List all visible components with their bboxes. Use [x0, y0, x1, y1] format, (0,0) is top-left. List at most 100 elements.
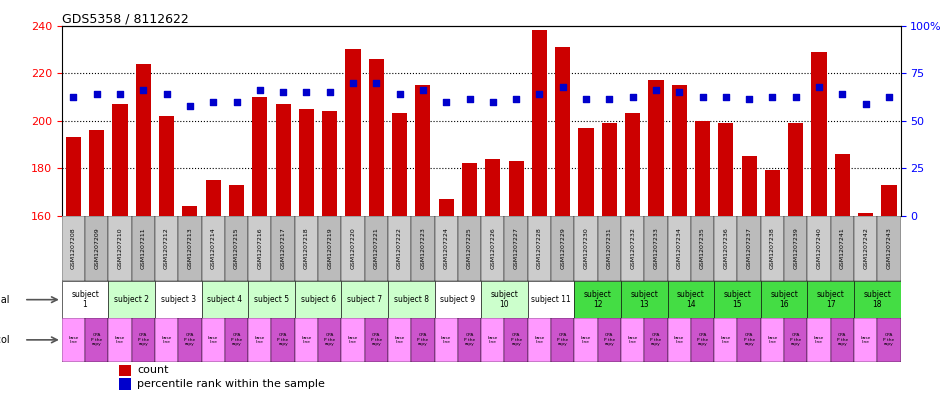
Bar [272, 318, 294, 362]
Bar [808, 318, 830, 362]
Bar [668, 216, 691, 281]
Text: GSM1207208: GSM1207208 [71, 228, 76, 269]
Text: CPA
P the
rapy: CPA P the rapy [324, 333, 335, 347]
Bar [388, 216, 411, 281]
Bar [86, 318, 108, 362]
Text: GSM1207237: GSM1207237 [747, 228, 751, 270]
Bar [434, 281, 481, 318]
Text: subject 2: subject 2 [114, 295, 149, 304]
Bar [248, 216, 272, 281]
Bar [89, 130, 104, 216]
Text: base
line: base line [68, 336, 79, 344]
Text: subject
1: subject 1 [71, 290, 99, 309]
Bar [318, 318, 341, 362]
Bar [253, 97, 267, 216]
Bar [504, 318, 528, 362]
Text: CPA
P the
rapy: CPA P the rapy [464, 333, 475, 347]
Text: base
line: base line [674, 336, 684, 344]
Bar [182, 206, 198, 216]
Text: subject 4: subject 4 [207, 295, 242, 304]
Bar [434, 216, 458, 281]
Text: protocol: protocol [0, 335, 10, 345]
Point [532, 91, 547, 97]
Bar [248, 318, 272, 362]
Point [648, 86, 663, 93]
Text: GSM1207227: GSM1207227 [514, 228, 519, 270]
Bar [784, 216, 808, 281]
Text: GSM1207222: GSM1207222 [397, 228, 402, 270]
Text: individual: individual [0, 295, 10, 305]
Text: base
line: base line [768, 336, 778, 344]
Point [742, 96, 757, 102]
Bar [784, 318, 808, 362]
Bar [528, 318, 551, 362]
Point [555, 84, 570, 90]
Bar [854, 216, 877, 281]
Bar [601, 123, 617, 216]
Text: subject 7: subject 7 [347, 295, 382, 304]
Point [462, 96, 477, 102]
Point [252, 86, 267, 93]
Text: GSM1207217: GSM1207217 [280, 228, 286, 269]
Bar [276, 104, 291, 216]
Text: subject
17: subject 17 [817, 290, 845, 309]
Point [508, 96, 523, 102]
Bar [201, 216, 225, 281]
Bar [341, 318, 365, 362]
Bar [621, 216, 644, 281]
Bar [808, 281, 854, 318]
Text: base
line: base line [487, 336, 498, 344]
Text: CPA
P the
rapy: CPA P the rapy [184, 333, 196, 347]
Bar [136, 64, 151, 216]
Text: CPA
P the
rapy: CPA P the rapy [557, 333, 568, 347]
Bar [322, 111, 337, 216]
Bar [830, 318, 854, 362]
Bar [551, 216, 575, 281]
Bar [392, 114, 408, 216]
Text: CPA
P the
rapy: CPA P the rapy [837, 333, 848, 347]
Text: GSM1207233: GSM1207233 [654, 228, 658, 270]
Bar [761, 216, 784, 281]
Bar [714, 281, 761, 318]
Text: GSM1207243: GSM1207243 [886, 228, 891, 270]
Text: CPA
P the
rapy: CPA P the rapy [697, 333, 708, 347]
Text: CPA
P the
rapy: CPA P the rapy [277, 333, 289, 347]
Point [322, 89, 337, 95]
Bar [598, 318, 621, 362]
Bar [648, 80, 663, 216]
Bar [458, 318, 481, 362]
Text: GSM1207230: GSM1207230 [583, 228, 589, 269]
Bar [668, 281, 714, 318]
Text: GSM1207229: GSM1207229 [560, 228, 565, 270]
Bar [598, 216, 621, 281]
Bar [668, 318, 691, 362]
Text: subject
14: subject 14 [677, 290, 705, 309]
Point [89, 91, 104, 97]
Bar [788, 123, 804, 216]
Bar [112, 104, 127, 216]
Bar [132, 216, 155, 281]
Bar [179, 318, 201, 362]
Bar [508, 161, 523, 216]
Text: subject
13: subject 13 [631, 290, 658, 309]
Bar [737, 216, 761, 281]
Bar [201, 281, 248, 318]
Point [299, 89, 314, 95]
Point [718, 94, 733, 100]
Bar [411, 318, 434, 362]
Bar [644, 216, 668, 281]
Bar [854, 318, 877, 362]
Text: CPA
P the
rapy: CPA P the rapy [790, 333, 802, 347]
Bar [458, 216, 481, 281]
Bar [341, 281, 388, 318]
Bar [201, 318, 225, 362]
Bar [155, 281, 201, 318]
Text: GSM1207218: GSM1207218 [304, 228, 309, 269]
Bar [119, 378, 131, 389]
Point [858, 101, 873, 107]
Bar [365, 216, 388, 281]
Bar [294, 281, 341, 318]
Point [765, 94, 780, 100]
Bar [294, 216, 318, 281]
Point [625, 94, 640, 100]
